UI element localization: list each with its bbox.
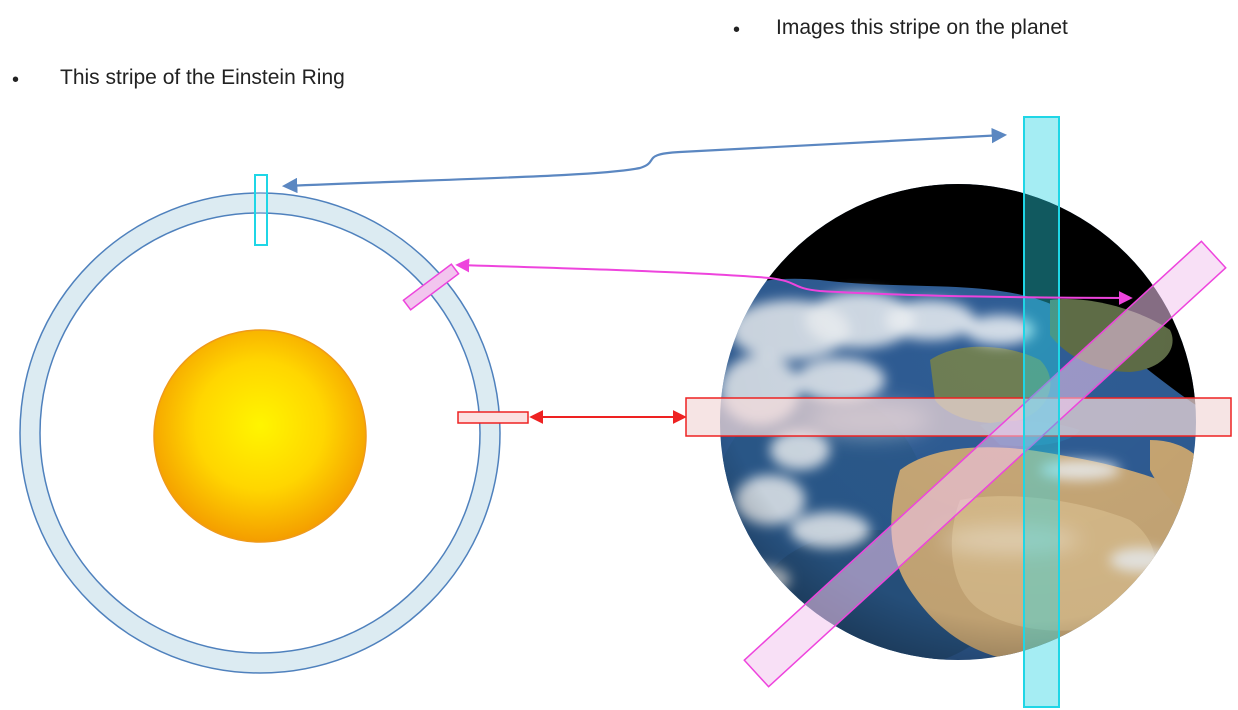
- planet-stripe-magenta: [743, 240, 1227, 688]
- magenta-arrow: [455, 258, 1133, 305]
- bullet-text-planet: Images this stripe on the planet: [776, 16, 1068, 39]
- sun-icon: [153, 329, 367, 543]
- ring-stripe-magenta: [402, 263, 460, 311]
- bullet-text-ring: This stripe of the Einstein Ring: [60, 66, 345, 89]
- blue-arrow: [281, 127, 1008, 194]
- planet-stripe-cyan: [1023, 116, 1060, 708]
- ring-stripe-red: [457, 411, 529, 424]
- bullet-marker-planet: •: [733, 19, 741, 41]
- bullet-marker-ring: •: [12, 69, 20, 91]
- planet-stripe-red: [685, 397, 1232, 437]
- ring-stripe-cyan: [254, 174, 268, 246]
